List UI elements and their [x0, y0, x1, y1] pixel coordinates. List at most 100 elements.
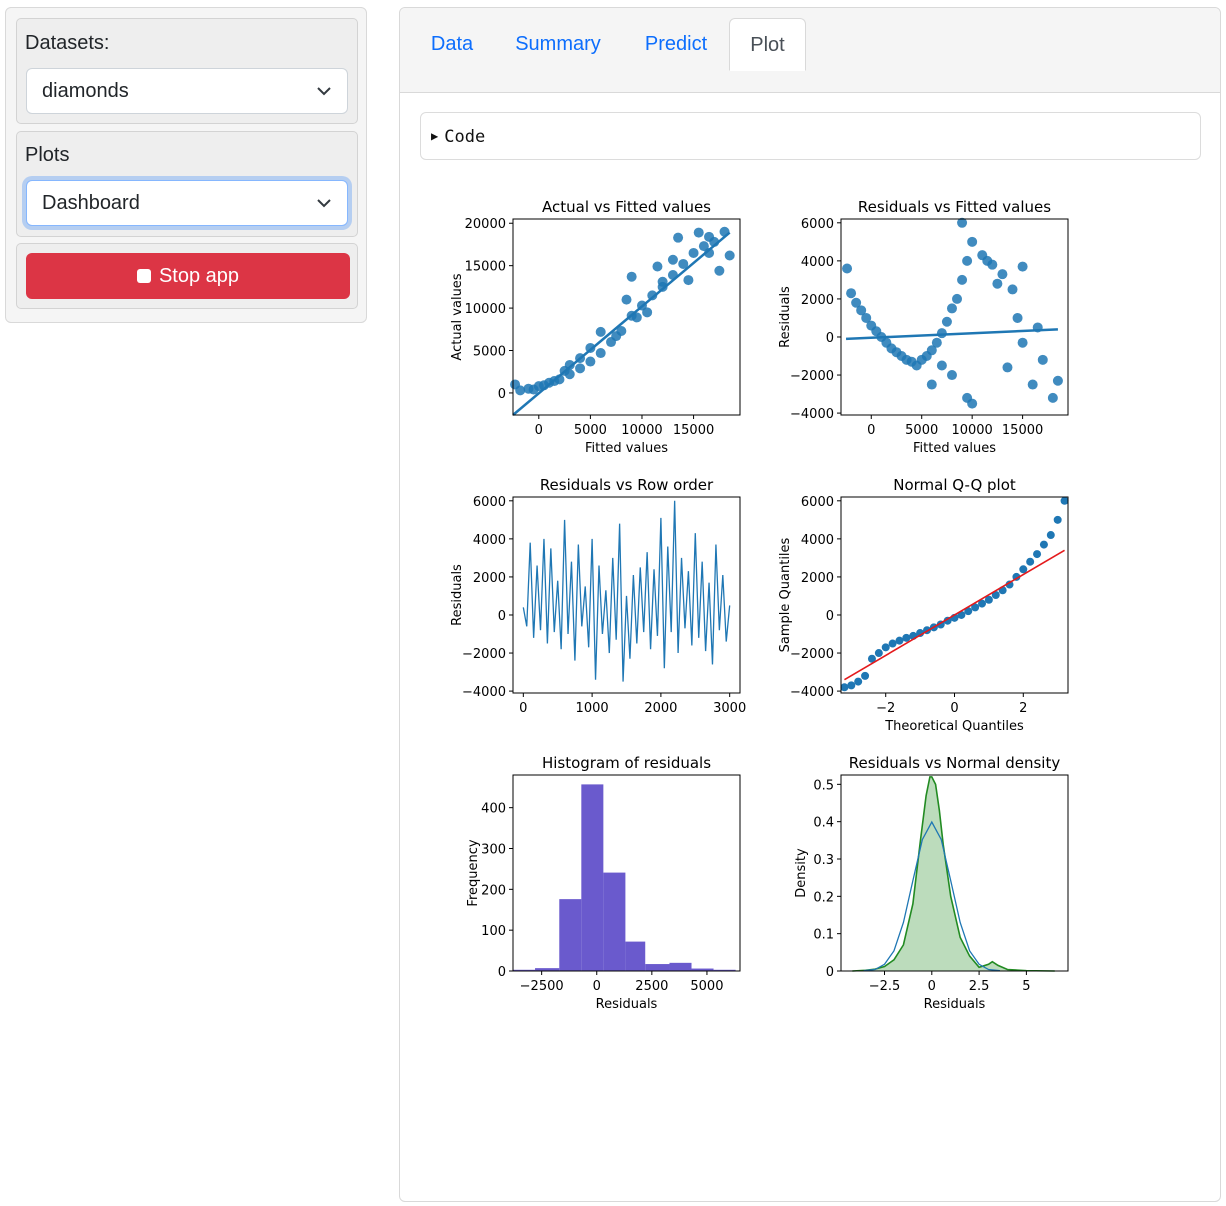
data-point: [847, 681, 856, 690]
chart-title: Residuals vs Fitted values: [858, 198, 1051, 216]
chart-panel-3: 0 1000 2000 3000 −4000 −2000 0 2000 4000 6000 Resi…: [450, 476, 746, 716]
chart-title: Normal Q-Q plot: [893, 476, 1016, 494]
plot-select[interactable]: Dashboard: [26, 180, 348, 226]
x-tick-label: 10000: [621, 423, 662, 438]
stop-icon: [136, 269, 151, 283]
stop-app-button[interactable]: Stop app: [26, 253, 350, 299]
data-point: [992, 278, 1003, 289]
chart-title: Residuals vs Row order: [540, 476, 714, 494]
plots-label: Plots: [25, 144, 70, 166]
x-tick-label: 15000: [673, 423, 714, 438]
chart-panel-5: −2500 0 2500 5000 0 100 200 300 400 Histogram of …: [466, 754, 741, 1012]
data-point: [575, 363, 586, 374]
histogram-bar: [691, 968, 714, 971]
data-point: [657, 276, 668, 287]
kde-area: [852, 776, 1055, 971]
y-tick-label: 4000: [801, 533, 834, 548]
y-tick-label: 0.2: [813, 890, 834, 905]
x-tick-label: 2000: [644, 701, 677, 716]
y-tick-label: 0.5: [813, 778, 834, 793]
y-tick-label: −4000: [790, 407, 834, 422]
x-tick-label: 0: [950, 701, 958, 716]
tab-data[interactable]: Data: [430, 33, 474, 55]
plot-area: [842, 217, 1063, 409]
y-axis-label: Frequency: [466, 839, 481, 906]
chart-title: Histogram of residuals: [542, 754, 711, 772]
y-axis-label: Sample Quantiles: [778, 537, 793, 652]
data-point: [874, 649, 883, 658]
data-point: [667, 254, 678, 265]
data-point: [895, 636, 904, 645]
chart-panel-1: 0 5000 10000 15000 0 5000 10000 15000 20000 Actua…: [450, 198, 741, 456]
data-point: [528, 384, 539, 395]
data-point: [1026, 557, 1035, 566]
tab-plot[interactable]: Plot: [729, 18, 806, 71]
y-tick-label: 0: [826, 331, 834, 346]
y-tick-label: 0: [826, 965, 834, 980]
x-axis-label: Residuals: [596, 997, 658, 1012]
x-axis-label: Residuals: [924, 997, 986, 1012]
regression-line: [845, 328, 1058, 341]
data-point: [704, 231, 715, 242]
data-point: [1002, 362, 1013, 373]
code-toggle[interactable]: ▶ Code: [431, 113, 485, 160]
y-tick-label: 15000: [465, 260, 506, 275]
x-tick-label: 2.5: [969, 979, 990, 994]
dataset-select[interactable]: diamonds: [26, 68, 348, 114]
x-tick-label: −2: [876, 701, 895, 716]
chevron-down-icon: [317, 199, 331, 208]
y-tick-label: 0: [498, 965, 506, 980]
y-tick-label: −4000: [790, 685, 834, 700]
plots-card: Plots Dashboard: [16, 131, 358, 237]
data-point: [678, 258, 689, 269]
data-point: [952, 293, 963, 304]
x-tick-label: −2.5: [869, 979, 901, 994]
tab-bar: Data Summary Predict Plot: [400, 8, 1220, 93]
dataset-select-value: diamonds: [42, 80, 129, 102]
data-point: [842, 263, 853, 274]
data-point: [1019, 565, 1028, 574]
y-tick-label: 0.4: [813, 816, 834, 831]
data-point: [1060, 496, 1069, 505]
plot-area: [852, 776, 1055, 972]
data-point: [585, 356, 596, 367]
y-tick-label: −2000: [790, 647, 834, 662]
plot-select-value: Dashboard: [42, 192, 140, 214]
y-tick-label: 0: [826, 609, 834, 624]
data-point: [714, 265, 725, 276]
sidebar-panel: Datasets: diamonds Plots Dashboard Stop …: [5, 7, 367, 323]
chart-panel-2: 0 5000 10000 15000 −4000 −2000 0 2000 4000 6000 Re…: [778, 198, 1069, 456]
data-point: [1017, 261, 1028, 272]
histogram-bar: [603, 872, 626, 971]
code-details: ▶ Code: [420, 112, 1201, 160]
data-point: [926, 345, 937, 356]
y-tick-label: −2000: [790, 369, 834, 384]
axes-frame: [840, 774, 1069, 972]
data-point: [881, 643, 890, 652]
y-tick-label: 10000: [465, 302, 506, 317]
data-point: [861, 671, 870, 680]
data-point: [931, 337, 942, 348]
triangle-right-icon: ▶: [431, 129, 439, 143]
x-axis-label: Fitted values: [913, 441, 996, 456]
regression-line: [512, 231, 731, 416]
data-point: [916, 629, 925, 638]
x-tick-label: 0: [535, 423, 543, 438]
histogram-bar: [625, 941, 646, 971]
histogram-bar: [581, 784, 604, 971]
tab-predict[interactable]: Predict: [644, 33, 708, 55]
y-tick-label: −4000: [462, 685, 506, 700]
data-point: [902, 633, 911, 642]
histogram-bar: [535, 968, 560, 971]
histogram-bar: [713, 969, 736, 971]
data-point: [1046, 531, 1055, 540]
data-point: [840, 683, 849, 692]
data-point: [941, 316, 952, 327]
plot-area: [513, 784, 736, 971]
tab-summary[interactable]: Summary: [515, 33, 601, 55]
data-point: [595, 326, 606, 337]
reference-line: [844, 549, 1065, 681]
chart-panel-6: −2.5 0 2.5 5 0 0.1 0.2 0.3 0.4 0.5 Residuals vs No…: [794, 754, 1069, 1012]
data-point: [1053, 515, 1062, 524]
x-tick-label: 0: [928, 979, 936, 994]
